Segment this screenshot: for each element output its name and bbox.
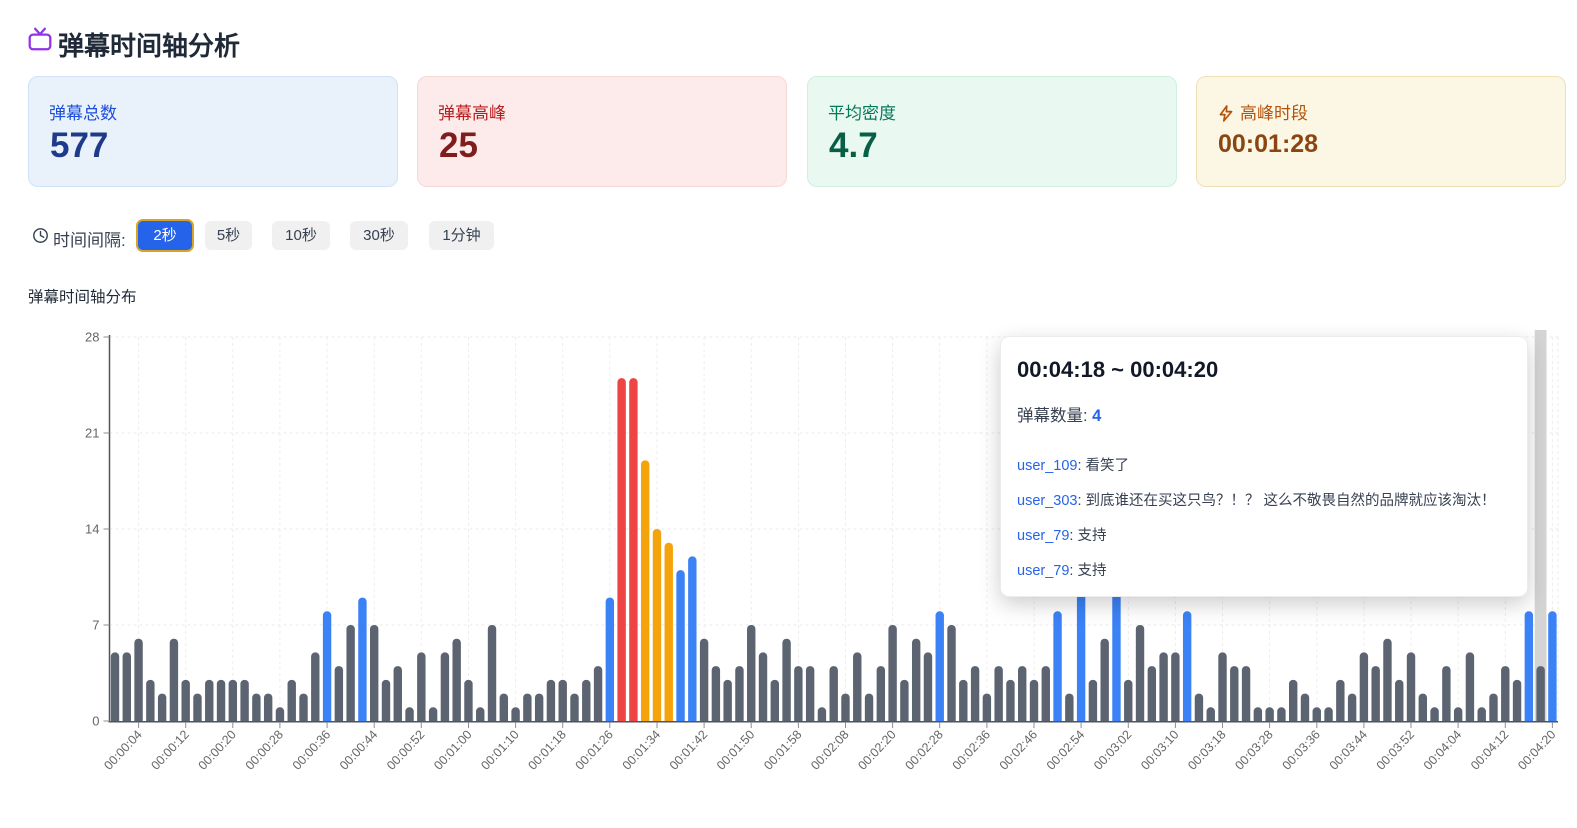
svg-text:00:00:04: 00:00:04	[101, 727, 144, 772]
svg-text:00:02:28: 00:02:28	[902, 727, 945, 772]
svg-text:00:01:18: 00:01:18	[525, 727, 568, 772]
svg-text:00:01:42: 00:01:42	[667, 727, 710, 772]
svg-text:00:04:20: 00:04:20	[1515, 727, 1558, 772]
svg-text:00:03:52: 00:03:52	[1374, 727, 1417, 772]
svg-text:0: 0	[92, 714, 99, 729]
svg-text:7: 7	[92, 618, 99, 633]
svg-text:00:00:12: 00:00:12	[148, 727, 191, 772]
svg-text:00:01:50: 00:01:50	[714, 727, 757, 772]
svg-text:21: 21	[85, 426, 99, 441]
svg-text:14: 14	[85, 522, 99, 537]
svg-text:00:03:18: 00:03:18	[1185, 727, 1228, 772]
svg-text:00:02:46: 00:02:46	[997, 727, 1040, 772]
svg-text:00:04:04: 00:04:04	[1421, 727, 1464, 772]
svg-text:00:01:58: 00:01:58	[761, 727, 804, 772]
svg-text:00:02:08: 00:02:08	[808, 727, 851, 772]
svg-text:00:01:26: 00:01:26	[573, 727, 616, 772]
svg-text:00:03:28: 00:03:28	[1232, 727, 1275, 772]
svg-text:00:03:10: 00:03:10	[1138, 727, 1181, 772]
svg-text:00:00:44: 00:00:44	[337, 727, 380, 772]
svg-text:00:04:12: 00:04:12	[1468, 727, 1511, 772]
svg-text:00:02:20: 00:02:20	[855, 727, 898, 772]
svg-text:00:00:36: 00:00:36	[290, 727, 333, 772]
svg-text:00:00:20: 00:00:20	[196, 727, 239, 772]
svg-text:00:02:54: 00:02:54	[1044, 727, 1087, 772]
svg-text:00:02:36: 00:02:36	[950, 727, 993, 772]
svg-text:00:03:36: 00:03:36	[1280, 727, 1323, 772]
svg-text:00:01:00: 00:01:00	[431, 727, 474, 772]
svg-text:28: 28	[85, 330, 99, 345]
svg-text:00:00:28: 00:00:28	[243, 727, 286, 772]
svg-text:00:03:02: 00:03:02	[1091, 727, 1134, 772]
svg-text:00:01:34: 00:01:34	[620, 727, 663, 772]
svg-text:00:03:44: 00:03:44	[1327, 727, 1370, 772]
svg-text:00:00:52: 00:00:52	[384, 727, 427, 772]
svg-text:00:01:10: 00:01:10	[478, 727, 521, 772]
